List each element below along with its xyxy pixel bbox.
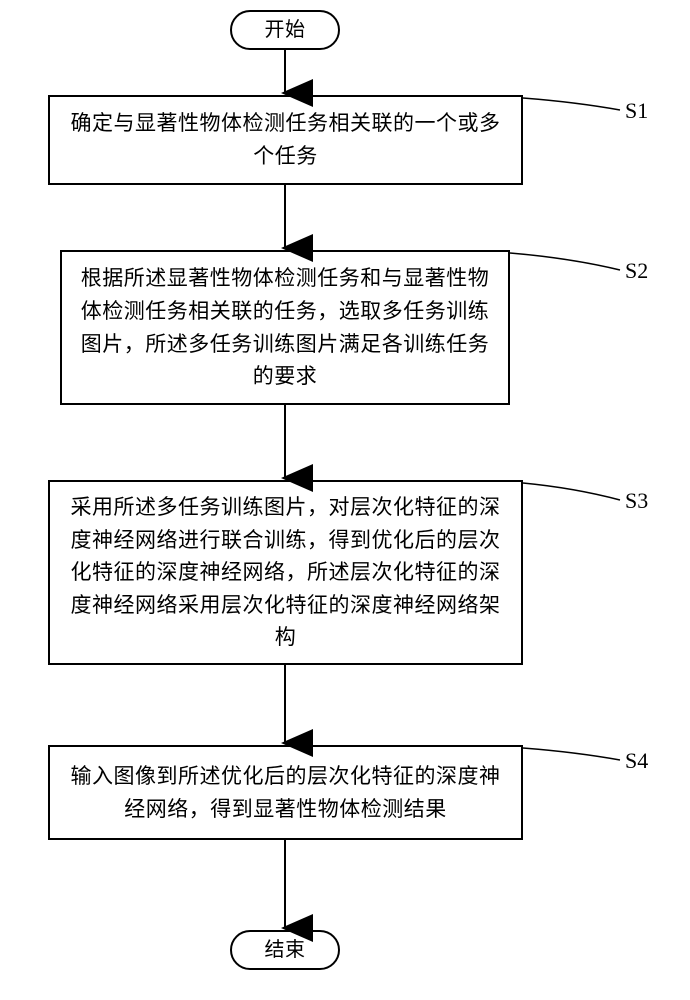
arrow-start-s1 bbox=[0, 0, 690, 1000]
flowchart-canvas: 开始 确定与显著性物体检测任务相关联的一个或多个任务 根据所述显著性物体检测任务… bbox=[0, 0, 690, 1000]
